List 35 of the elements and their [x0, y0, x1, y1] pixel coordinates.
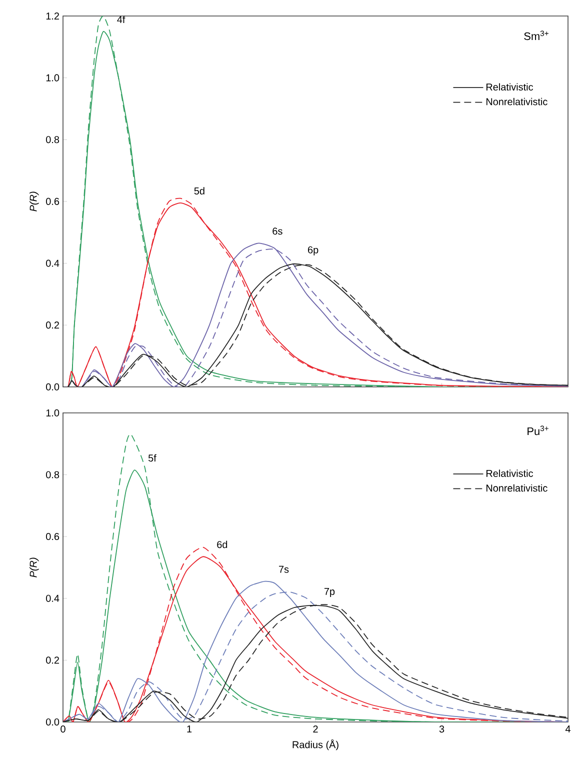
annotation: 7s	[279, 566, 289, 573]
y-tick-label: 0.4	[46, 260, 60, 267]
annotation: 4f	[117, 16, 126, 23]
annotation: 6s	[272, 228, 282, 235]
legend-label: Relativistic	[486, 470, 534, 477]
y-tick-label: 0.8	[46, 471, 60, 478]
annotation: 6p	[308, 246, 318, 256]
annotation: Pu$^{3+}$	[528, 426, 548, 436]
x-tick-label: 1	[187, 726, 192, 732]
y-axis-title: P(R)	[30, 558, 39, 578]
x-axis-title: Radius (Å)	[292, 739, 338, 750]
y-tick-label: 0.0	[46, 718, 60, 726]
y-tick-label: 0.2	[46, 322, 59, 329]
y-tick-label: 1.0	[46, 409, 60, 416]
legend-label: Nonrelativistic	[486, 484, 548, 492]
x-tick-label: 0	[60, 726, 66, 733]
y-tick-label: 0.0	[46, 383, 60, 390]
y-tick-label: 0.4	[46, 594, 60, 602]
y-tick-label: 0.6	[46, 198, 60, 205]
y-tick-label: 0.8	[46, 136, 60, 144]
legend-label: Nonrelativistic	[486, 98, 548, 106]
annotation: 5f	[148, 454, 156, 462]
annotation: Sm$^{3+}$	[524, 30, 548, 40]
y-tick-label: 1.0	[46, 74, 60, 82]
x-tick-label: 2	[313, 726, 318, 732]
legend-label: Relativistic	[486, 83, 534, 91]
y-tick-label: 1.2	[46, 12, 59, 20]
y-axis-title: P(R)	[30, 192, 39, 212]
x-tick-label: 3	[439, 726, 444, 733]
annotation: 6d	[217, 540, 228, 548]
annotation: 5d	[194, 187, 204, 194]
x-tick-label: 4	[565, 726, 570, 732]
y-tick-label: 0.6	[46, 533, 60, 540]
y-tick-label: 0.2	[46, 656, 59, 664]
annotation: 7p	[324, 588, 335, 597]
